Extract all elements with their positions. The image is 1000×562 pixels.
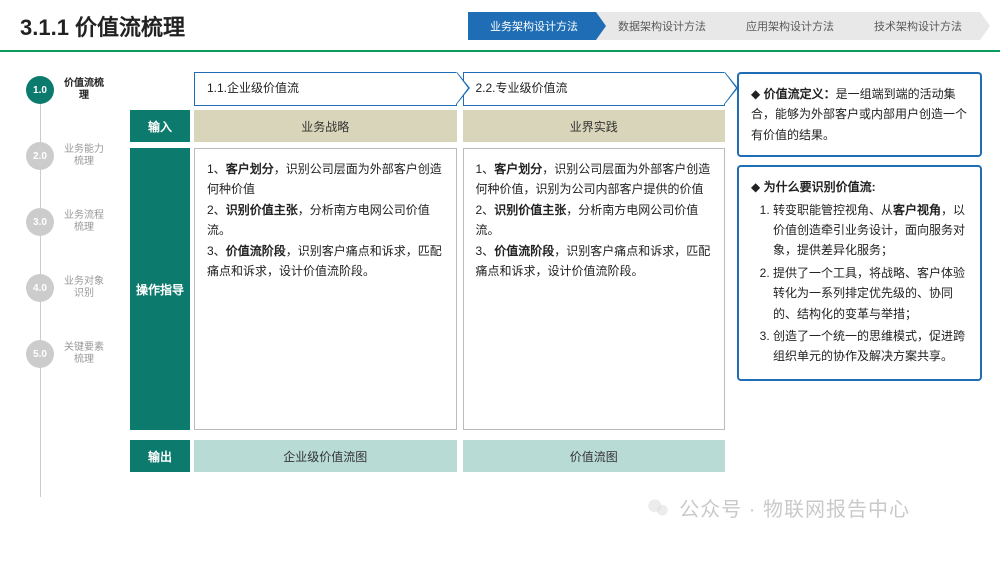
sidebar-item[interactable]: 1.0价值流梳理 [18, 76, 118, 104]
row-labels-column: 输入 操作指导 输出 [130, 72, 190, 547]
sidebar-item[interactable]: 4.0业务对象识别 [18, 274, 118, 302]
sidebar-step-label: 价值流梳理 [60, 78, 108, 102]
why-label: 为什么要识别价值流: [764, 180, 876, 194]
sidebar: 1.0价值流梳理 2.0业务能力梳理 3.0业务流程梳理 4.0业务对象识别 5.0关键… [18, 72, 118, 547]
column-header: 1.1.企业级价值流 [194, 72, 457, 106]
column-headers: 1.1.企业级价值流2.2.专业级价值流 [194, 72, 725, 106]
sidebar-step-circle: 4.0 [26, 274, 54, 302]
right-panel: ◆ 价值流定义：是一组端到端的活动集合，能够为外部客户或内部用户创造一个有价值的… [737, 72, 982, 547]
guide-cell: 1、客户划分，识别公司层面为外部客户创造何种价值2、识别价值主张，分析南方电网公… [194, 148, 457, 430]
spacer [130, 72, 190, 110]
sidebar-item[interactable]: 3.0业务流程梳理 [18, 208, 118, 236]
guide-row: 1、客户划分，识别公司层面为外部客户创造何种价值2、识别价值主张，分析南方电网公… [194, 148, 725, 430]
sidebar-step-label: 关键要素梳理 [60, 342, 108, 366]
sidebar-step-label: 业务对象识别 [60, 276, 108, 300]
main-content: 1.0价值流梳理 2.0业务能力梳理 3.0业务流程梳理 4.0业务对象识别 5.0关键… [0, 52, 1000, 557]
why-list-item: 提供了一个工具，将战略、客户体验转化为一系列排定优先级的、协同的、结构化的变革与… [773, 263, 968, 324]
sidebar-step-label: 业务流程梳理 [60, 210, 108, 234]
tab-item[interactable]: 应用架构设计方法 [724, 12, 852, 40]
column-header: 2.2.专业级价值流 [463, 72, 726, 106]
definition-box: ◆ 价值流定义：是一组端到端的活动集合，能够为外部客户或内部用户创造一个有价值的… [737, 72, 982, 157]
sidebar-step-circle: 5.0 [26, 340, 54, 368]
output-cell: 企业级价值流图 [194, 440, 457, 472]
content-area: 1.1.企业级价值流2.2.专业级价值流 业务战略业界实践 1、客户划分，识别公… [194, 72, 725, 547]
row-label-input: 输入 [130, 110, 190, 142]
input-row: 业务战略业界实践 [194, 110, 725, 142]
why-box: ◆ 为什么要识别价值流: 转变职能管控视角、从客户视角，以价值创造牵引业务设计，… [737, 165, 982, 381]
sidebar-step-circle: 3.0 [26, 208, 54, 236]
definition-label: 价值流定义： [764, 87, 836, 101]
why-list-item: 转变职能管控视角、从客户视角，以价值创造牵引业务设计，面向服务对象，提供差异化服… [773, 200, 968, 261]
row-label-guide: 操作指导 [130, 148, 190, 430]
sidebar-step-circle: 2.0 [26, 142, 54, 170]
output-cell: 价值流图 [463, 440, 726, 472]
tab-bar: 业务架构设计方法数据架构设计方法应用架构设计方法技术架构设计方法 [468, 12, 980, 40]
guide-cell: 1、客户划分，识别公司层面为外部客户创造何种价值，识别为公司内部客户提供的价值2… [463, 148, 726, 430]
tab-item[interactable]: 业务架构设计方法 [468, 12, 596, 40]
tab-item[interactable]: 技术架构设计方法 [852, 12, 980, 40]
output-row: 企业级价值流图价值流图 [194, 440, 725, 472]
header: 3.1.1 价值流梳理 业务架构设计方法数据架构设计方法应用架构设计方法技术架构… [0, 0, 1000, 52]
why-list-item: 创造了一个统一的思维模式，促进跨组织单元的协作及解决方案共享。 [773, 326, 968, 367]
row-label-output: 输出 [130, 440, 190, 472]
center-grid: 输入 操作指导 输出 1.1.企业级价值流2.2.专业级价值流 业务战略业界实践… [130, 72, 725, 547]
sidebar-step-label: 业务能力梳理 [60, 144, 108, 168]
input-cell: 业界实践 [463, 110, 726, 142]
sidebar-step-circle: 1.0 [26, 76, 54, 104]
sidebar-item[interactable]: 5.0关键要素梳理 [18, 340, 118, 368]
sidebar-item[interactable]: 2.0业务能力梳理 [18, 142, 118, 170]
page-title: 3.1.1 价值流梳理 [20, 10, 468, 42]
why-list: 转变职能管控视角、从客户视角，以价值创造牵引业务设计，面向服务对象，提供差异化服… [751, 200, 968, 367]
input-cell: 业务战略 [194, 110, 457, 142]
tab-item[interactable]: 数据架构设计方法 [596, 12, 724, 40]
